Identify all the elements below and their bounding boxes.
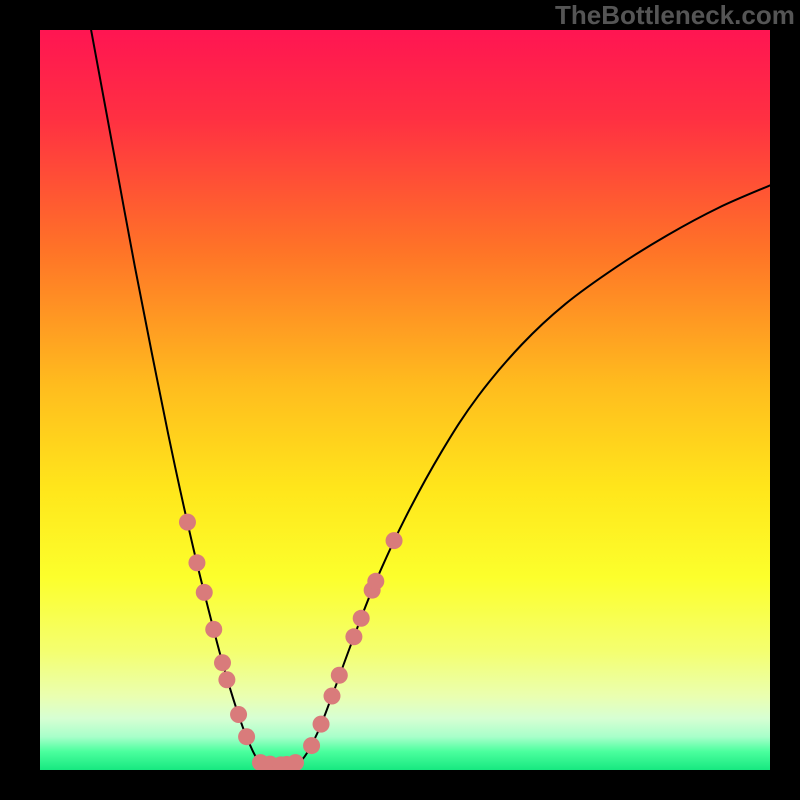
data-marker xyxy=(196,584,213,601)
plot-svg xyxy=(40,30,770,770)
data-marker xyxy=(345,628,362,645)
data-marker xyxy=(324,688,341,705)
chart-container: TheBottleneck.com xyxy=(0,0,800,800)
data-marker xyxy=(331,667,348,684)
data-marker xyxy=(214,654,231,671)
data-marker xyxy=(303,737,320,754)
data-marker xyxy=(367,573,384,590)
data-marker xyxy=(313,716,330,733)
plot-background xyxy=(40,30,770,770)
data-marker xyxy=(238,728,255,745)
data-marker xyxy=(386,532,403,549)
watermark-text: TheBottleneck.com xyxy=(555,0,795,31)
data-marker xyxy=(188,554,205,571)
data-marker xyxy=(353,610,370,627)
data-marker xyxy=(179,514,196,531)
data-marker xyxy=(218,671,235,688)
data-marker xyxy=(205,621,222,638)
data-marker xyxy=(230,706,247,723)
